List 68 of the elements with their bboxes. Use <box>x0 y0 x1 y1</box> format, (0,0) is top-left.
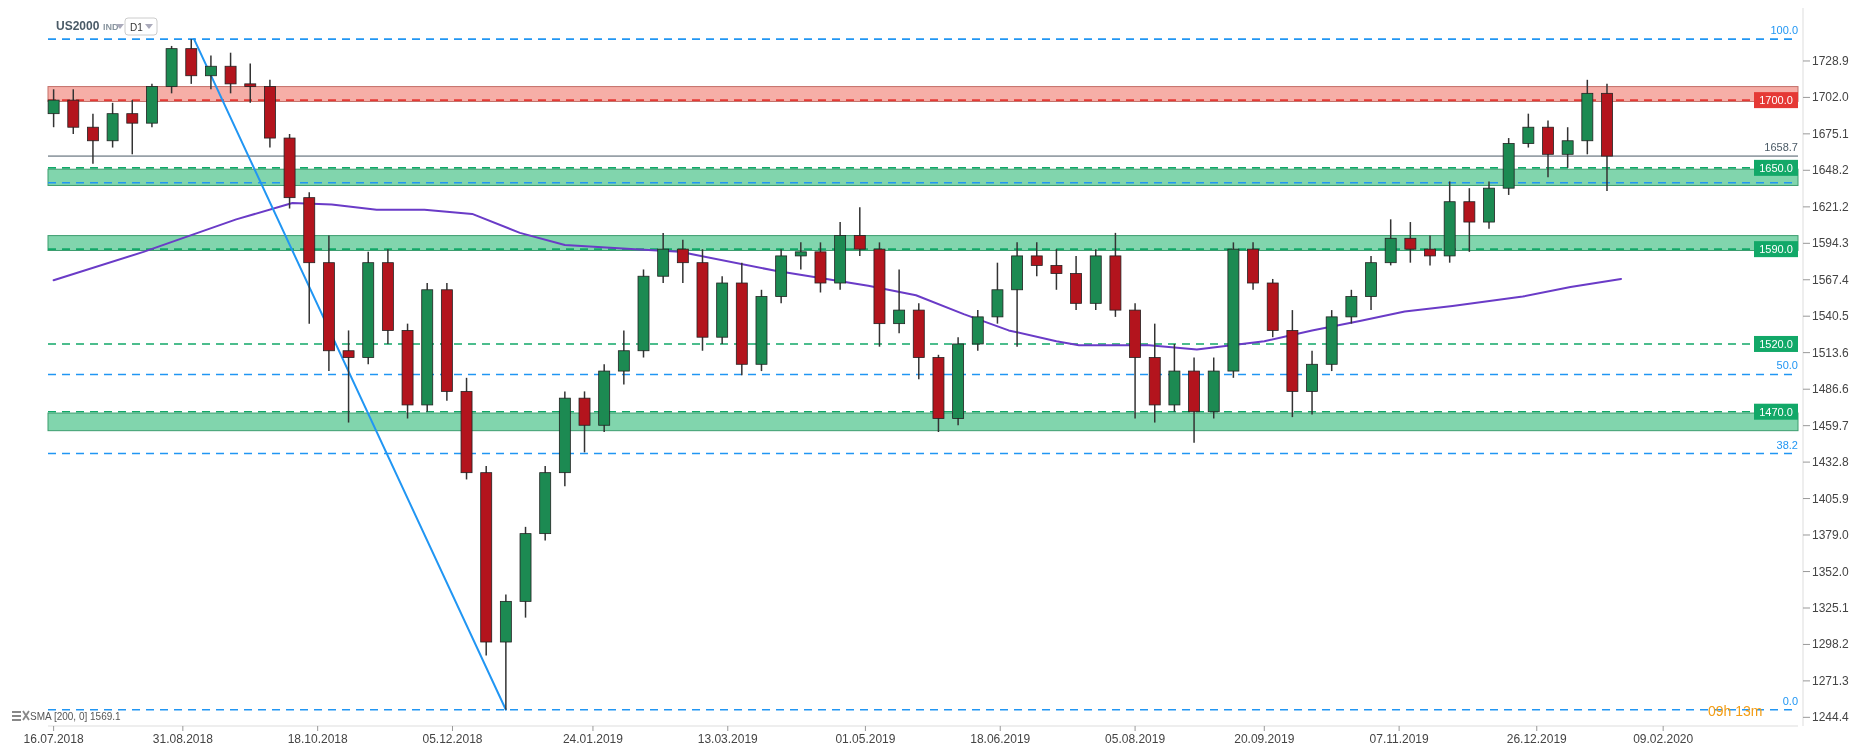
y-tick-label: 1486.6 <box>1812 382 1850 397</box>
annotation: D1 <box>130 22 144 33</box>
y-tick-label: 1432.8 <box>1812 455 1850 470</box>
x-tick-label: 07.11.2019 <box>1369 732 1430 746</box>
annotation: 50.0 <box>1776 359 1798 372</box>
candlestick <box>617 329 630 386</box>
annotation: 38.2 <box>1776 438 1798 451</box>
candlestick <box>1522 112 1535 149</box>
y-tick-label: 1244.4 <box>1812 710 1850 725</box>
annotation: 100.0 <box>1770 24 1798 37</box>
x-tick-label: 26.12.2019 <box>1506 732 1568 746</box>
y-tick-label: 1271.3 <box>1812 673 1850 688</box>
candlestick <box>1561 126 1574 169</box>
text: US2000 <box>56 19 100 33</box>
x-tick-label: 20.09.2019 <box>1234 732 1295 746</box>
candlestick <box>1404 221 1417 264</box>
ref-line-label: 1520.0 <box>1759 337 1793 350</box>
annotation: SMA [200, 0] 1569.1 <box>30 711 122 722</box>
x-tick-label: 24.01.2019 <box>562 732 624 746</box>
y-tick-label: 1405.9 <box>1812 491 1850 506</box>
annotation: 09h 13m <box>1708 703 1763 719</box>
x-tick-label: 31.08.2018 <box>152 732 214 746</box>
candlestick <box>87 112 99 165</box>
y-tick-label: 1567.4 <box>1812 272 1850 287</box>
y-tick-label: 1621.2 <box>1812 199 1850 214</box>
y-tick-label: 1513.6 <box>1812 345 1850 360</box>
candlestick <box>853 206 866 257</box>
x-tick-label: 18.06.2019 <box>970 732 1031 746</box>
x-tick-label: 05.08.2019 <box>1105 732 1166 746</box>
candlestick <box>244 62 257 104</box>
annotation: 0.0 <box>1782 694 1798 707</box>
y-tick-label: 1459.7 <box>1812 418 1850 433</box>
annotation: IND <box>103 22 119 32</box>
ref-line-label: 1700.0 <box>1759 94 1793 107</box>
candlestick <box>126 99 139 156</box>
candlestick <box>893 268 906 334</box>
candlestick <box>342 329 355 424</box>
candlestick <box>794 241 807 271</box>
candlestick <box>1345 289 1358 325</box>
x-tick-label: 01.05.2019 <box>835 732 896 746</box>
x-tick-label: 05.12.2018 <box>422 732 483 746</box>
y-tick-label: 1352.0 <box>1812 564 1850 579</box>
x-tick-label: 18.10.2018 <box>287 732 349 746</box>
line-series <box>52 202 1623 351</box>
y-tick-label: 1702.0 <box>1812 90 1850 105</box>
y-tick-label: 1298.2 <box>1812 637 1850 652</box>
y-tick-label: 1540.5 <box>1812 309 1850 324</box>
y-tick-label: 1648.2 <box>1812 163 1850 178</box>
x-tick-label: 13.03.2019 <box>697 732 759 746</box>
y-tick-label: 1325.1 <box>1812 601 1850 615</box>
candlestick <box>47 88 60 128</box>
candlestick <box>1050 248 1063 291</box>
candlestick <box>676 238 689 284</box>
y-tick-label: 1675.1 <box>1812 126 1850 141</box>
y-tick-label: 1379.0 <box>1812 527 1850 542</box>
candlestick <box>1463 187 1476 253</box>
ref-line-label: 1470.0 <box>1759 405 1793 418</box>
candlestick <box>1030 241 1043 277</box>
x-tick-label: 16.07.2018 <box>23 732 84 746</box>
y-tick-label: 1728.9 <box>1812 53 1850 68</box>
candlestick <box>224 51 237 95</box>
ref-line-label: 1590.0 <box>1759 243 1793 256</box>
ref-line-label: 1658.7 <box>1764 141 1798 154</box>
x-tick-label: 09.02.2020 <box>1633 732 1694 746</box>
candlestick <box>1424 234 1436 267</box>
y-tick-label: 1594.3 <box>1812 236 1850 251</box>
candlestick <box>205 54 217 91</box>
ref-line-label: 1650.0 <box>1759 161 1793 174</box>
